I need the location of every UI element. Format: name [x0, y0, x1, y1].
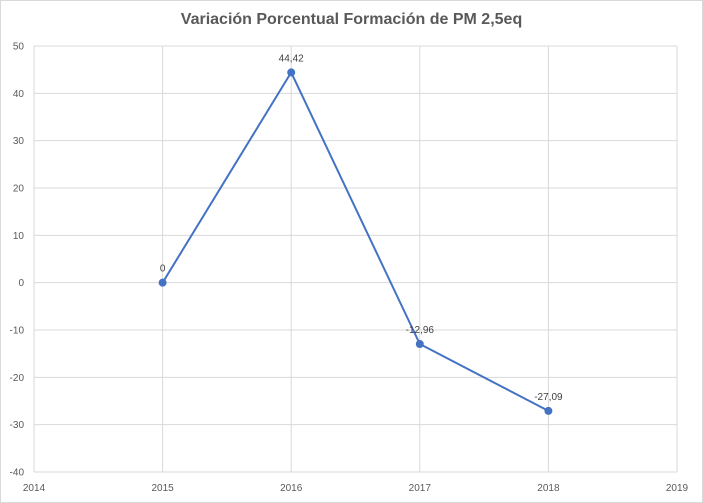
y-tick-label: -40 [10, 468, 25, 479]
x-tick-label: 2016 [280, 483, 303, 494]
x-tick-label: 2017 [409, 483, 432, 494]
data-label: 44,42 [279, 53, 304, 64]
y-tick-label: -30 [10, 420, 25, 431]
y-tick-label: -10 [10, 326, 25, 337]
x-tick-label: 2019 [666, 483, 689, 494]
y-tick-label: 10 [13, 231, 25, 242]
chart-title: Variación Porcentual Formación de PM 2,5… [180, 11, 523, 28]
data-label: 0 [160, 264, 166, 275]
y-tick-label: 50 [13, 42, 25, 53]
x-tick-label: 2014 [23, 483, 46, 494]
x-tick-label: 2018 [537, 483, 560, 494]
y-tick-label: 0 [18, 278, 24, 289]
data-label: -27,09 [534, 392, 563, 403]
y-tick-label: 40 [13, 89, 25, 100]
data-label: -12,96 [406, 325, 435, 336]
x-tick-label: 2015 [151, 483, 174, 494]
y-tick-label: 20 [13, 184, 25, 195]
series-line [161, 71, 549, 412]
data-point [158, 278, 167, 287]
y-tick-label: 30 [13, 136, 25, 147]
data-point [287, 68, 296, 77]
data-point [415, 340, 424, 349]
y-tick-label: -20 [10, 373, 25, 384]
data-point [544, 406, 553, 415]
